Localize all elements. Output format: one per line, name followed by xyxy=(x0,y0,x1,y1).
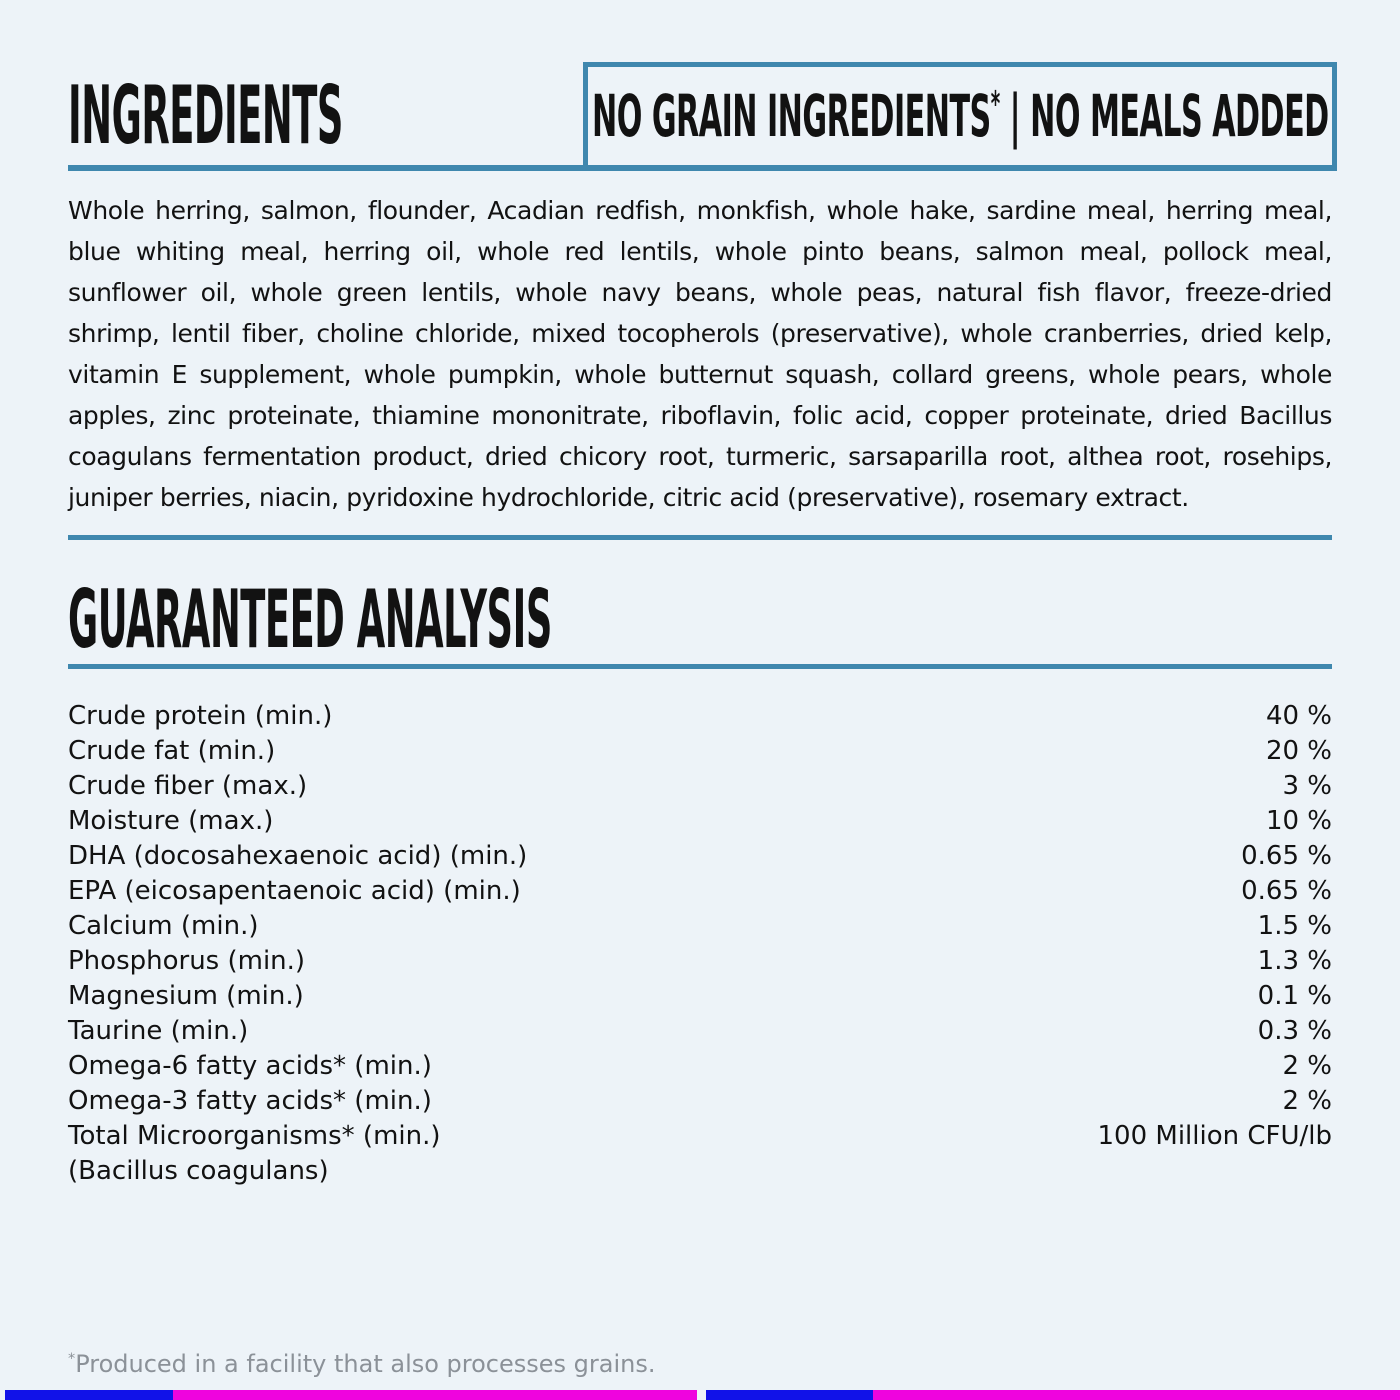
table-row: Crude fat (min.) 20 % xyxy=(68,734,1332,769)
analysis-row-value: 0.1 % xyxy=(1257,981,1332,1011)
no-grain-badge-separator: | xyxy=(999,82,1030,150)
facility-footnote: *Produced in a facility that also proces… xyxy=(68,1350,656,1378)
guaranteed-analysis-section-title: GUARANTEED ANALYSIS xyxy=(68,580,1120,660)
guaranteed-analysis-table: Crude protein (min.) 40 % Crude fat (min.… xyxy=(68,699,1332,1189)
analysis-row-value: 10 % xyxy=(1265,806,1332,836)
analysis-row-value: 1.3 % xyxy=(1257,946,1332,976)
table-row: Total Microorganisms* (min.) 100 Million … xyxy=(68,1119,1332,1154)
analysis-row-value: 3 % xyxy=(1282,771,1332,801)
analysis-row-label: Crude fiber (max.) xyxy=(68,771,308,801)
table-row: Crude fiber (max.) 3 % xyxy=(68,769,1332,804)
ingredients-section-title: INGREDIENTS xyxy=(68,76,666,156)
analysis-row-value: 100 Million CFU/lb xyxy=(1097,1121,1333,1151)
ingredients-heading-rule xyxy=(68,165,1337,171)
analysis-row-label: Phosphorus (min.) xyxy=(68,946,306,976)
bottom-bar-magenta-right xyxy=(873,1390,1400,1400)
table-row: Taurine (min.) 0.3 % xyxy=(68,1014,1332,1049)
no-grain-badge-text: NO GRAIN INGREDIENTS* | NO MEALS ADDED xyxy=(592,82,1329,150)
analysis-row-value: 2 % xyxy=(1282,1051,1332,1081)
analysis-row-label: Magnesium (min.) xyxy=(68,981,304,1011)
analysis-row-label: Omega-3 fatty acids* (min.) xyxy=(68,1086,432,1116)
table-row: Magnesium (min.) 0.1 % xyxy=(68,979,1332,1014)
no-grain-badge: NO GRAIN INGREDIENTS* | NO MEALS ADDED xyxy=(583,62,1337,170)
analysis-row-label: Calcium (min.) xyxy=(68,911,259,941)
bottom-bar-magenta-left xyxy=(173,1390,697,1400)
analysis-row-label: Omega-6 fatty acids* (min.) xyxy=(68,1051,432,1081)
analysis-row-value: 0.65 % xyxy=(1241,841,1332,871)
guaranteed-analysis-title-text: GUARANTEED ANALYSIS xyxy=(68,573,552,666)
ingredients-list-text: Whole herring, salmon, flounder, Acadian… xyxy=(68,196,1332,512)
analysis-row-value: 40 % xyxy=(1265,701,1332,731)
table-row: EPA (eicosapentaenoic acid) (min.) 0.65 % xyxy=(68,874,1332,909)
ingredients-section-divider xyxy=(68,535,1332,540)
analysis-row-label: Taurine (min.) xyxy=(68,1016,249,1046)
footnote-text: Produced in a facility that also process… xyxy=(75,1350,656,1378)
table-row: Omega-3 fatty acids* (min.) 2 % xyxy=(68,1084,1332,1119)
analysis-row-label: DHA (docosahexaenoic acid) (min.) xyxy=(68,841,528,871)
analysis-row-value: 2 % xyxy=(1282,1086,1332,1116)
table-row: DHA (docosahexaenoic acid) (min.) 0.65 % xyxy=(68,839,1332,874)
table-row: Omega-6 fatty acids* (min.) 2 % xyxy=(68,1049,1332,1084)
analysis-row-label: Crude fat (min.) xyxy=(68,736,276,766)
analysis-row-value: 0.3 % xyxy=(1257,1016,1332,1046)
analysis-row-label: (Bacillus coagulans) xyxy=(68,1156,329,1186)
table-row: Crude protein (min.) 40 % xyxy=(68,699,1332,734)
analysis-row-value: 0.65 % xyxy=(1241,876,1332,906)
analysis-row-label: Moisture (max.) xyxy=(68,806,274,836)
analysis-row-label: Crude protein (min.) xyxy=(68,701,333,731)
no-grain-badge-left: NO GRAIN INGREDIENTS xyxy=(591,82,991,150)
bottom-bar-blue-left xyxy=(5,1390,173,1400)
analysis-row-value: 20 % xyxy=(1265,736,1332,766)
footnote-asterisk: * xyxy=(68,1351,76,1367)
table-row: Phosphorus (min.) 1.3 % xyxy=(68,944,1332,979)
analysis-row-label: Total Microorganisms* (min.) xyxy=(68,1121,441,1151)
guaranteed-analysis-heading-rule xyxy=(68,664,1332,669)
table-row: Calcium (min.) 1.5 % xyxy=(68,909,1332,944)
no-meals-badge-right: NO MEALS ADDED xyxy=(1029,82,1329,150)
no-grain-badge-asterisk: * xyxy=(990,84,1000,125)
analysis-row-value: 1.5 % xyxy=(1257,911,1332,941)
analysis-row-label: EPA (eicosapentaenoic acid) (min.) xyxy=(68,876,521,906)
ingredients-section-title-text: INGREDIENTS xyxy=(68,69,343,162)
bottom-bar-blue-right xyxy=(706,1390,873,1400)
table-row: (Bacillus coagulans) xyxy=(68,1154,1332,1189)
table-row: Moisture (max.) 10 % xyxy=(68,804,1332,839)
